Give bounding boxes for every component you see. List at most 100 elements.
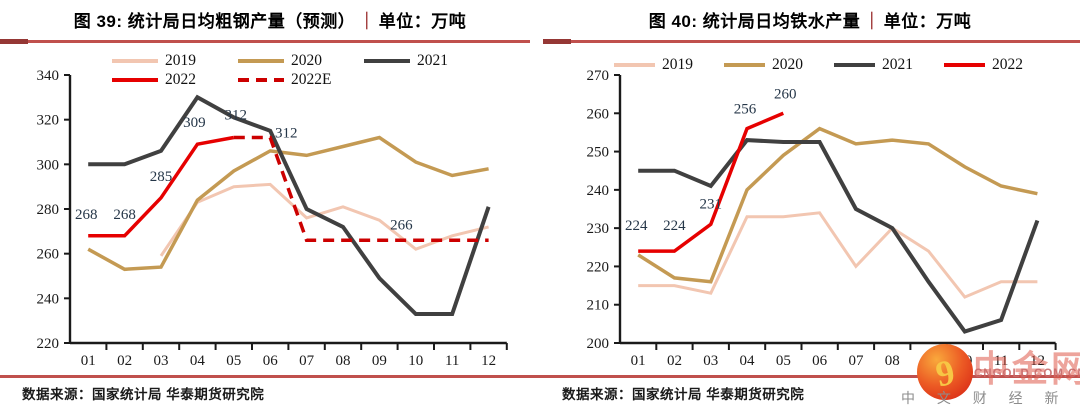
legend-label: 2020	[772, 56, 803, 73]
x-tick-label: 04	[190, 353, 206, 369]
legend-label: 2019	[165, 52, 196, 69]
x-tick-label: 05	[226, 353, 241, 369]
chart-title-text: 图 39: 统计局日均粗钢产量（预测）	[73, 12, 356, 31]
legend-swatch-2021	[364, 59, 410, 63]
x-tick-label: 04	[740, 353, 756, 369]
y-tick-label: 240	[37, 291, 60, 307]
legend-label: 2022	[165, 71, 196, 88]
title-underline	[0, 39, 530, 44]
y-tick-label: 200	[587, 336, 610, 352]
series-line-2021	[638, 138, 1040, 334]
data-label: 224	[625, 218, 648, 234]
legend-swatch-2022	[944, 63, 985, 67]
y-tick-label: 340	[37, 68, 60, 84]
x-tick-label: 02	[667, 353, 682, 369]
underline-cap	[0, 39, 28, 44]
data-label: 260	[774, 86, 797, 102]
title-separator: ｜	[863, 12, 881, 31]
x-tick-label: 12	[481, 353, 496, 369]
data-label: 224	[663, 218, 686, 234]
legend-item-2021: 2021	[364, 52, 448, 70]
legend-item-2022: 2022	[112, 71, 196, 89]
legend-row: 2019 2020 2021 2022	[614, 56, 1054, 74]
data-label: 312	[225, 108, 248, 124]
y-tick-label: 260	[37, 247, 60, 263]
data-label: 285	[150, 169, 173, 185]
legend-item-2019: 2019	[614, 56, 693, 74]
chart-panel-39: 图 39: 统计局日均粗钢产量（预测）｜单位：万吨 2019 2020 2021 20…	[0, 7, 540, 369]
chart-svg: 220 240 260 280 300 320 340 01 02 03 04 05 06 07 08 09 1…	[37, 68, 508, 369]
data-label: 268	[75, 207, 98, 223]
series-line-2022	[638, 111, 784, 253]
legend-label: 2021	[417, 52, 448, 69]
legend-item-2022E: 2022E	[238, 71, 331, 89]
chart-unit-label: 单位：万吨	[883, 12, 972, 31]
legend-item-2021: 2021	[834, 56, 913, 74]
chart-panel-40: 图 40: 统计局日均铁水产量｜单位：万吨 2019 2020 2021 2022 2…	[540, 0, 1080, 409]
x-tick-label: 11	[445, 353, 459, 369]
y-tick-label: 230	[587, 221, 610, 237]
y-tick-label: 320	[37, 113, 60, 129]
chart-unit-label: 单位：万吨	[378, 12, 467, 31]
series-line-2021	[88, 94, 491, 316]
chart-title-39: 图 39: 统计局日均粗钢产量（预测）｜单位：万吨	[0, 7, 540, 32]
y-tick-label: 220	[37, 336, 60, 352]
title-separator: ｜	[358, 12, 376, 31]
series-line-2020	[637, 126, 1038, 284]
legend-swatch-2022E	[238, 78, 284, 82]
data-source-note-left: 数据来源：国家统计局 华泰期货研究院	[22, 387, 265, 402]
x-tick-label: 07	[848, 353, 864, 369]
y-tick-label: 260	[587, 106, 610, 122]
legend-swatch-2022	[112, 78, 158, 82]
data-label: 266	[390, 217, 413, 233]
data-label: 312	[275, 126, 298, 142]
legend-label: 2022	[992, 56, 1023, 73]
y-tick-label: 270	[587, 68, 610, 84]
x-tick-label: 01	[631, 353, 646, 369]
x-tick-label: 09	[921, 353, 936, 369]
series-line-2022	[88, 135, 235, 238]
legend-row: 2019 2020 2021	[112, 52, 490, 70]
y-tick-label: 210	[587, 298, 610, 314]
legend-swatch-2020	[724, 63, 765, 67]
data-source-note-right: 数据来源：国家统计局 华泰期货研究院	[562, 387, 805, 402]
x-tick-label: 10	[957, 353, 972, 369]
series-line-2020	[87, 135, 489, 272]
legend-item-2020: 2020	[724, 56, 803, 74]
y-tick-label: 240	[587, 183, 610, 199]
x-tick-label: 06	[812, 353, 828, 369]
x-tick-label: 06	[263, 353, 279, 369]
series-line-2019	[159, 182, 489, 257]
chart-title-text: 图 40: 统计局日均铁水产量	[648, 12, 861, 31]
legend-swatch-2019	[614, 63, 655, 67]
series-line-2019	[638, 211, 1038, 299]
chart-svg: 200 210 220 230 240 250 260 270 01 02 03 04 05 06 07 08…	[587, 68, 1057, 369]
x-tick-label: 07	[299, 353, 315, 369]
x-tick-label: 01	[81, 353, 96, 369]
chart-title-40: 图 40: 统计局日均铁水产量｜单位：万吨	[540, 7, 1080, 32]
data-label: 309	[183, 115, 206, 131]
x-tick-label: 05	[776, 353, 791, 369]
legend-swatch-2020	[238, 59, 284, 63]
data-label: 268	[113, 207, 136, 223]
title-underline	[543, 39, 1080, 44]
y-tick-label: 250	[587, 145, 610, 161]
underline-cap	[543, 39, 571, 44]
legend-row: 2022 2022E	[112, 71, 373, 89]
y-tick-label: 220	[587, 259, 610, 275]
x-tick-label: 09	[372, 353, 387, 369]
x-tick-label: 03	[703, 353, 718, 369]
footer-divider	[0, 375, 1080, 378]
x-tick-label: 02	[117, 353, 132, 369]
data-label: 256	[734, 102, 757, 118]
series-line-2022E	[233, 135, 489, 243]
legend-label: 2020	[291, 52, 322, 69]
x-tick-label: 11	[994, 353, 1008, 369]
legend-item-2019: 2019	[112, 52, 196, 70]
legend-item-2022: 2022	[944, 56, 1023, 74]
legend-item-2020: 2020	[238, 52, 322, 70]
legend-label: 2019	[662, 56, 693, 73]
legend-label: 2021	[882, 56, 913, 73]
y-tick-label: 300	[37, 157, 60, 173]
data-label: 231	[700, 196, 723, 212]
